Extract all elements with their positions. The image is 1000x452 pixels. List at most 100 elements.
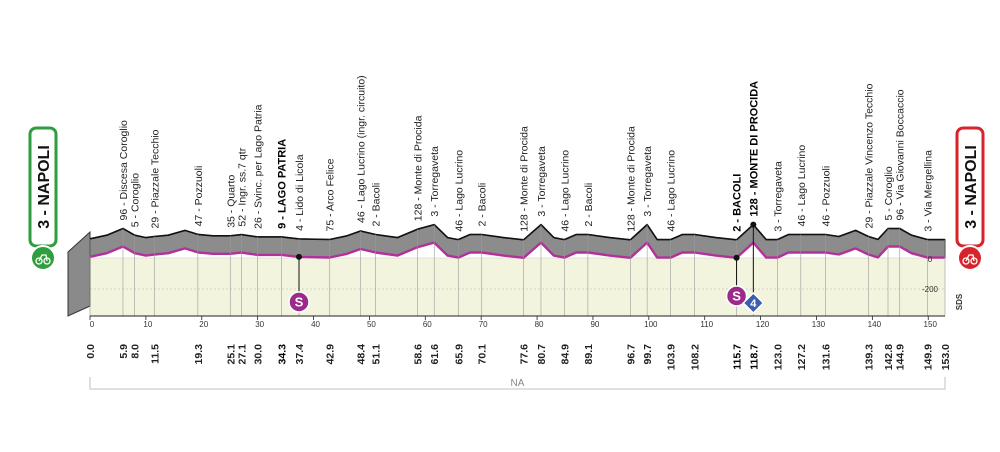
waypoint-label-26: 128 - MONTE DI PROCIDA [748, 81, 760, 217]
waypoint-label-30: 29 - Piazzale Vincenzo Tecchio [863, 83, 875, 228]
waypoint-label-14: 3 - Torregaveta [429, 146, 441, 217]
km-label-34: 153.0 [940, 344, 952, 370]
waypoint-labels: 96 - Discesa Coroglio 5 - Coroglio 29 - Pi… [118, 75, 935, 231]
km-label-2: 8.0 [130, 344, 142, 359]
sprint-marker-label-1: S [732, 289, 741, 304]
x-tick-label-10: 100 [644, 320, 658, 329]
waypoint-label-10: 75 - Arco Felice [325, 158, 337, 231]
x-tick-label-11: 110 [700, 320, 713, 329]
km-label-3: 11.5 [149, 344, 161, 364]
bottom-label: NA [511, 378, 525, 389]
km-label-24: 108.2 [690, 344, 702, 370]
waypoint-label-22: 3 - Torregaveta [642, 146, 654, 217]
x-tick-label-15: 150 [924, 320, 938, 329]
waypoint-label-17: 128 - Monte di Procida [519, 126, 531, 232]
waypoint-label-21: 128 - Monte di Procida [625, 126, 637, 232]
waypoint-label-5: 35 - Quarto [225, 175, 237, 228]
x-axis: 0 10 20 30 40 50 60 70 80 90 100 110 120 130 140 150 0 -2… [89, 255, 964, 329]
x-tick-label-12: 120 [756, 320, 770, 329]
km-label-9: 37.4 [294, 344, 306, 365]
km-label-30: 139.3 [863, 344, 875, 370]
waypoint-label-27: 3 - Torregaveta [772, 161, 784, 232]
km-label-32: 144.9 [895, 344, 907, 370]
x-tick-label-1: 10 [143, 320, 152, 329]
waypoint-label-20: 2 - Bacoli [583, 183, 595, 227]
city-badges: 3 - NAPOLI 3 - NAPOLI [28, 126, 985, 271]
sds-logo: SDS [955, 293, 964, 310]
km-label-11: 48.4 [356, 344, 368, 365]
km-label-31: 142.8 [883, 344, 895, 370]
finish-badge-bike-icon-wheel-left [962, 257, 970, 265]
waypoint-label-9: 4 - Lido di Licola [294, 154, 306, 231]
waypoint-label-19: 46 - Lago Lucrino [559, 150, 571, 232]
waypoint-label-13: 128 - Monte di Procida [413, 115, 425, 221]
km-label-20: 89.1 [583, 344, 595, 365]
plot-background [67, 230, 945, 317]
waypoint-label-23: 46 - Lago Lucrino [666, 150, 678, 232]
markers: S S4 [288, 221, 765, 315]
finish-badge-label: 3 - NAPOLI [963, 145, 980, 229]
bottom-bracket-line [89, 377, 946, 390]
waypoint-label-11: 46 - Lago Lucrino (ingr. circuito) [356, 75, 368, 223]
km-label-29: 131.6 [820, 344, 832, 370]
waypoint-label-33: 3 - Via Mergellina [923, 150, 935, 232]
bottom-bracket: NA [89, 377, 946, 390]
km-label-1: 5.9 [118, 344, 130, 359]
x-tick-label-7: 70 [479, 320, 488, 329]
waypoint-label-8: 9 - LAGO PATRIA [277, 139, 289, 229]
waypoint-label-18: 3 - Torregaveta [536, 146, 548, 217]
km-label-27: 123.0 [772, 344, 784, 370]
route-line [89, 241, 945, 259]
waypoint-label-15: 46 - Lago Lucrino [453, 150, 465, 232]
km-label-14: 61.6 [429, 344, 441, 365]
waypoint-label-16: 2 - Bacoli [477, 183, 489, 227]
x-tick-label-0: 0 [90, 320, 95, 329]
km-label-7: 30.0 [253, 344, 265, 365]
km-label-21: 96.7 [625, 344, 637, 365]
waypoint-label-28: 46 - Lago Lucrino [796, 145, 808, 227]
y-axis-label-1: -200 [922, 285, 939, 294]
km-label-28: 127.2 [796, 344, 808, 370]
x-tick-label-4: 40 [311, 320, 320, 329]
start-badge-label: 3 - NAPOLI [36, 145, 53, 229]
waypoint-label-12: 2 - Bacoli [371, 183, 383, 227]
km-label-23: 103.9 [666, 344, 678, 370]
sprint-marker-label-0: S [295, 295, 304, 310]
kom-marker-0 [742, 291, 765, 315]
waypoint-label-31: 5 - Coroglio [883, 166, 895, 220]
finish-badge-bike-icon-frame [965, 254, 975, 262]
x-tick-label-3: 30 [255, 320, 264, 329]
road-surface [90, 258, 945, 316]
km-label-8: 34.3 [277, 344, 289, 365]
sprint-dot-1 [733, 254, 740, 261]
km-label-13: 58.6 [413, 344, 425, 365]
y-axis-label-0: 0 [928, 255, 933, 264]
km-label-0: 0.0 [85, 344, 97, 359]
kom-dot-0 [750, 221, 757, 228]
start-badge-bike-icon-wheel-left [35, 257, 43, 265]
km-label-33: 149.9 [923, 344, 935, 370]
waypoint-label-29: 46 - Pozzuoli [820, 166, 832, 227]
km-label-4: 19.3 [193, 344, 205, 365]
km-label-10: 42.9 [325, 344, 337, 365]
km-label-15: 65.9 [453, 344, 465, 365]
x-tick-label-13: 130 [812, 320, 826, 329]
start-badge-bike-icon-frame [38, 254, 48, 262]
waypoint-label-1: 96 - Discesa Coroglio [118, 120, 130, 221]
profile-outline [89, 223, 945, 241]
waypoint-label-2: 5 - Coroglio [130, 173, 142, 227]
waypoint-label-7: 26 - Svinc. per Lago Patria [253, 104, 265, 228]
x-tick-label-5: 50 [367, 320, 376, 329]
profile-3d-side [67, 230, 91, 317]
kom-marker-label-0: 4 [750, 298, 757, 310]
x-tick-label-8: 80 [535, 320, 544, 329]
sprint-marker-1 [725, 285, 748, 307]
x-tick-label-9: 90 [590, 320, 599, 329]
x-tick-label-6: 60 [423, 320, 432, 329]
waypoint-label-4: 47 - Pozzuoli [193, 166, 205, 227]
km-label-6: 27.1 [236, 344, 248, 365]
start-badge-icon-bg [30, 245, 56, 271]
x-tick-label-14: 140 [868, 320, 882, 329]
km-label-22: 99.7 [642, 344, 654, 365]
route-polyline [89, 241, 945, 259]
